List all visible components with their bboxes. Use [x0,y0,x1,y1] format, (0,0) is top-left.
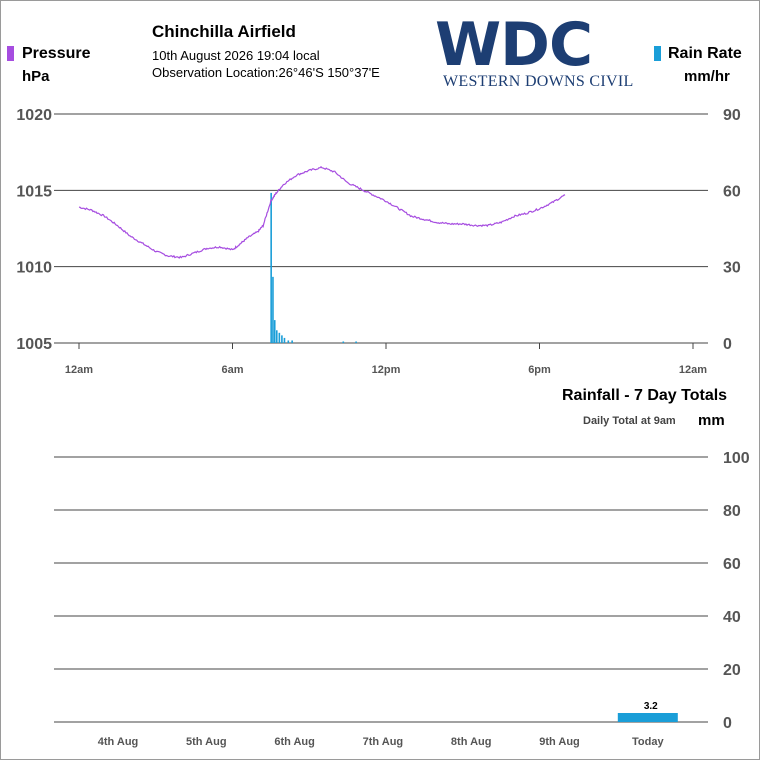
day-label: 6th Aug [274,736,315,748]
pressure-tick-label: 1015 [16,183,52,200]
rain-rate-bar [343,341,345,343]
rainfall-tick-label: 60 [723,556,741,573]
time-tick-label: 12am [65,364,93,376]
time-tick-label: 12am [679,364,707,376]
day-label: 5th Aug [186,736,227,748]
rainfall-bar [618,713,678,722]
rain-rate-bar [288,340,290,343]
rain-rate-tick-label: 90 [723,107,741,124]
day-label: 9th Aug [539,736,580,748]
rain-rate-tick-label: 30 [723,260,741,277]
rainfall-tick-label: 80 [723,503,741,520]
pressure-tick-label: 1010 [16,260,52,277]
pressure-tick-label: 1005 [16,336,52,353]
rain-rate-bar [355,341,357,343]
rain-rate-bar [272,277,274,343]
pressure-tick-label: 1020 [16,107,52,124]
time-tick-label: 6pm [528,364,551,376]
rainfall-tick-label: 100 [723,450,750,467]
rainfall-tick-label: 20 [723,662,741,679]
rain-rate-bar [281,335,283,343]
day-label: Today [632,736,664,748]
rain-rate-tick-label: 0 [723,336,732,353]
rain-rate-tick-label: 60 [723,183,741,200]
rainfall-tick-label: 40 [723,609,741,626]
time-tick-label: 12pm [372,364,401,376]
rain-rate-bar [279,333,281,343]
rain-rate-bar [291,340,293,343]
rain-rate-bar [284,338,286,343]
day-label: 4th Aug [98,736,139,748]
pressure-line [79,167,565,258]
rainfall-data-label: 3.2 [644,701,658,712]
rain-rate-bar [274,320,276,343]
rain-rate-bar [276,330,278,343]
time-tick-label: 6am [221,364,243,376]
rain-rate-bar [270,193,272,343]
rainfall-tick-label: 0 [723,715,732,732]
day-label: 8th Aug [451,736,492,748]
day-label: 7th Aug [363,736,404,748]
